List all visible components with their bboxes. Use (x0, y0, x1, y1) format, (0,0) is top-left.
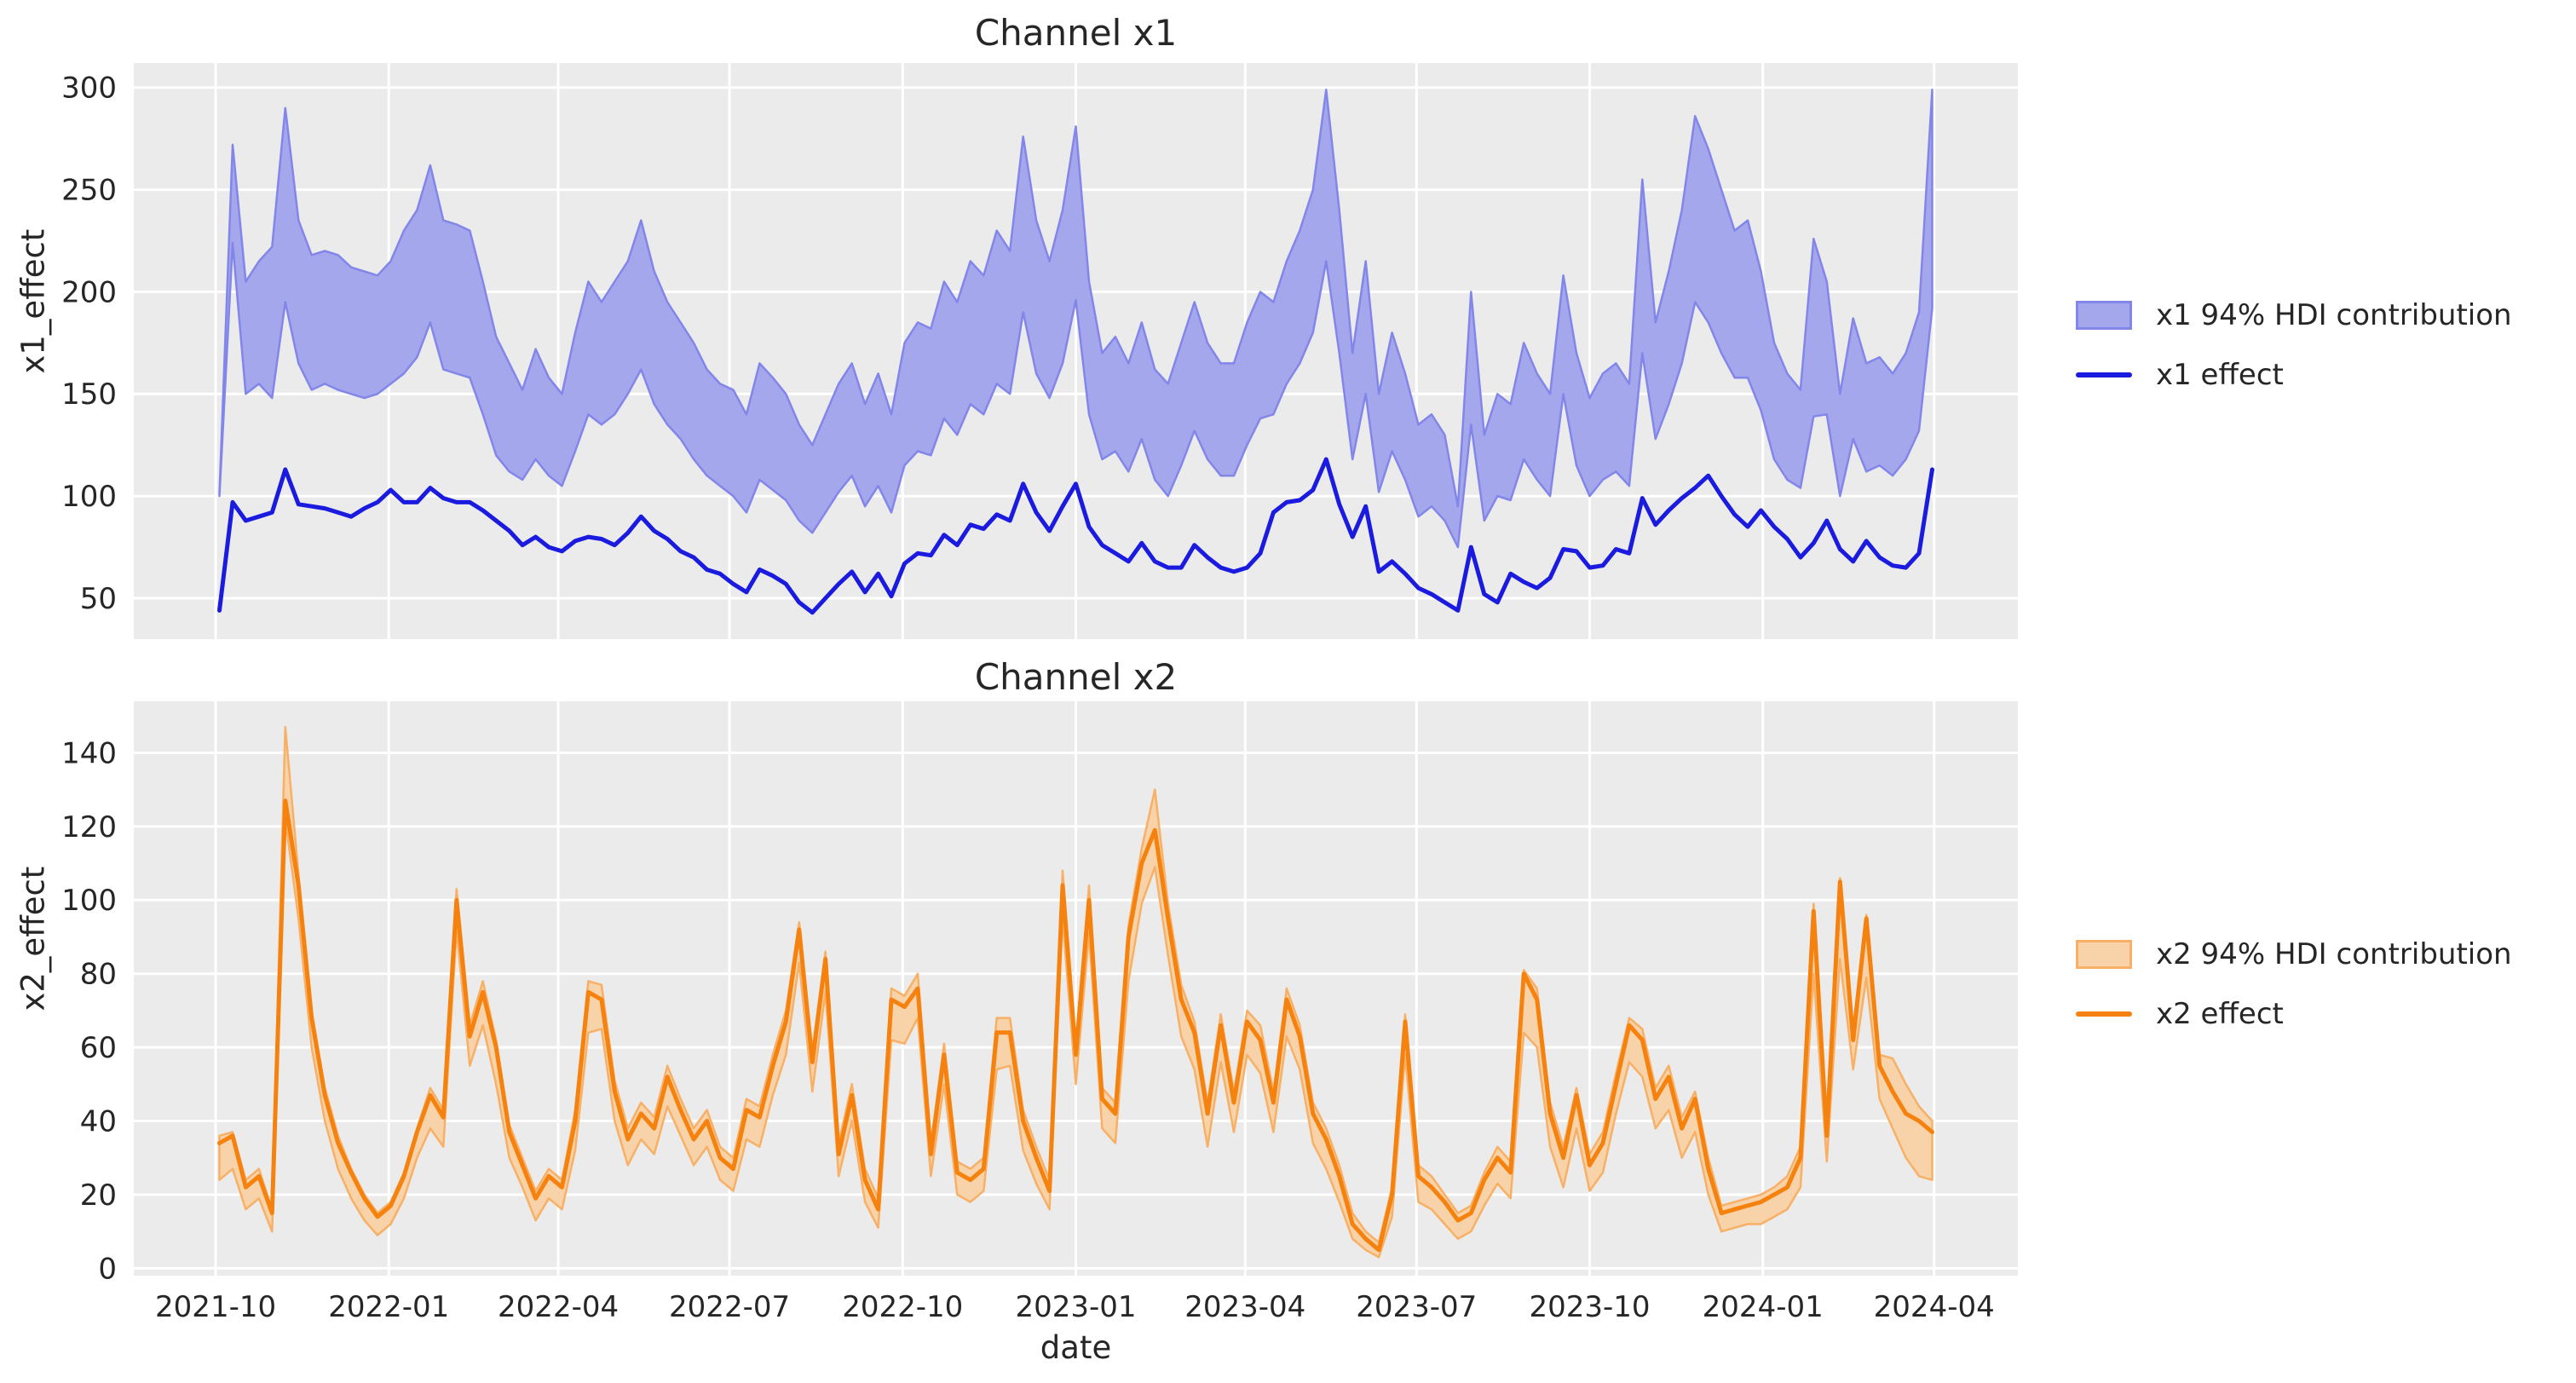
legend-label: x1 effect (2156, 358, 2284, 392)
x1-line-swatch (2076, 372, 2132, 377)
legend-x2: x2 94% HDI contribution x2 effect (2076, 934, 2512, 1034)
y-tick-label: 80 (80, 958, 117, 992)
y-tick-label: 100 (61, 884, 117, 918)
x-tick-label: 2024-01 (1703, 1290, 1824, 1324)
effect-line (217, 798, 1934, 1253)
x-tick-label: 2022-01 (328, 1290, 449, 1324)
legend-item-x1-line: x1 effect (2076, 354, 2512, 395)
y-tick-label: 140 (61, 736, 117, 770)
y-tick-label: 0 (98, 1252, 117, 1286)
x-tick-label: 2022-07 (669, 1290, 790, 1324)
y-axis-label-x1: x1_effect (14, 228, 52, 374)
x2-line-swatch (2076, 1011, 2132, 1017)
x2-band-swatch (2076, 940, 2132, 969)
x-axis-label-date: date (1040, 1329, 1112, 1366)
title-channel-x2: Channel x2 (974, 656, 1178, 698)
y-tick-label: 60 (80, 1031, 117, 1065)
y-tick-label: 300 (61, 72, 117, 106)
x1-band-swatch (2076, 301, 2132, 330)
x-tick-label: 2022-04 (498, 1290, 619, 1324)
x-tick-label: 2022-10 (842, 1290, 963, 1324)
legend-item-x1-band: x1 94% HDI contribution (2076, 295, 2512, 336)
legend-item-x2-line: x2 effect (2076, 994, 2512, 1034)
y-tick-label: 40 (80, 1104, 117, 1138)
title-channel-x1: Channel x1 (974, 12, 1178, 54)
y-tick-label: 120 (61, 810, 117, 844)
effect-line (217, 457, 1934, 615)
hdi-band (218, 88, 1933, 549)
y-tick-label: 250 (61, 174, 117, 208)
y-tick-label: 200 (61, 275, 117, 309)
y-tick-label: 150 (61, 377, 117, 412)
x-tick-label: 2023-07 (1356, 1290, 1477, 1324)
x-tick-label: 2024-04 (1874, 1290, 1995, 1324)
x-tick-label: 2023-01 (1015, 1290, 1136, 1324)
legend-x1: x1 94% HDI contribution x1 effect (2076, 295, 2512, 395)
x-tick-label: 2021-10 (155, 1290, 276, 1324)
legend-label: x2 effect (2156, 997, 2284, 1031)
y-tick-label: 20 (80, 1178, 117, 1213)
y-tick-label: 100 (61, 480, 117, 514)
legend-label: x1 94% HDI contribution (2156, 298, 2512, 332)
y-axis-label-x2: x2_effect (14, 866, 52, 1011)
x-tick-label: 2023-10 (1529, 1290, 1650, 1324)
legend-label: x2 94% HDI contribution (2156, 937, 2512, 971)
x-tick-label: 2023-04 (1184, 1290, 1305, 1324)
legend-item-x2-band: x2 94% HDI contribution (2076, 934, 2512, 975)
y-tick-label: 50 (80, 582, 117, 616)
